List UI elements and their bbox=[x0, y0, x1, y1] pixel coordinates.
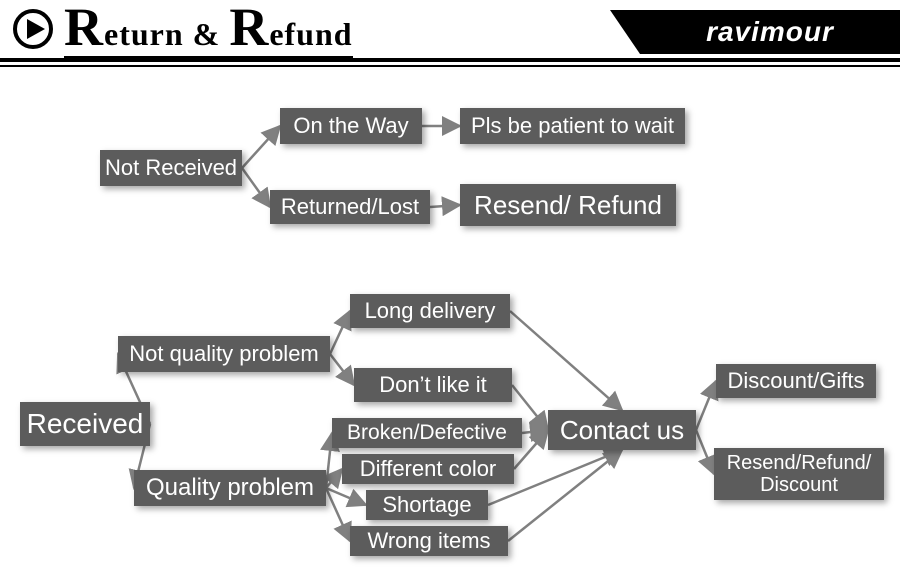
title-r1: R bbox=[64, 0, 104, 57]
node-resend-refund: Resend/ Refund bbox=[460, 184, 676, 226]
brand-text: ravimour bbox=[706, 16, 834, 48]
play-circle-icon bbox=[12, 8, 54, 50]
node-shortage: Shortage bbox=[366, 490, 488, 520]
node-not-quality: Not quality problem bbox=[118, 336, 330, 372]
node-returned-lost: Returned/Lost bbox=[270, 190, 430, 224]
header: Return & Refund ravimour bbox=[0, 0, 900, 62]
edge-long_delivery-to-contact_us bbox=[510, 311, 622, 410]
edge-not_quality-to-long_delivery bbox=[330, 311, 350, 354]
edge-not_received-to-on_the_way bbox=[242, 126, 280, 168]
flowchart-canvas: Not Received On the Way Pls be patient to … bbox=[0, 70, 900, 584]
node-received: Received bbox=[20, 402, 150, 446]
node-on-the-way: On the Way bbox=[280, 108, 422, 144]
edge-quality-to-diff_color bbox=[326, 469, 342, 488]
node-discount-gifts: Discount/Gifts bbox=[716, 364, 876, 398]
edge-contact_us-to-discount_gifts bbox=[696, 381, 716, 430]
node-pls-wait: Pls be patient to wait bbox=[460, 108, 685, 144]
brand-bar: ravimour bbox=[640, 10, 900, 54]
edge-contact_us-to-resend_refund_disc bbox=[696, 430, 714, 474]
node-dont-like: Don’t like it bbox=[354, 368, 512, 402]
edge-returned_lost-to-resend_refund bbox=[430, 205, 460, 207]
edge-broken-to-contact_us bbox=[522, 430, 548, 433]
node-long-delivery: Long delivery bbox=[350, 294, 510, 328]
title-eturn: eturn & bbox=[104, 16, 229, 52]
edge-quality-to-shortage bbox=[326, 488, 366, 505]
edge-not_received-to-returned_lost bbox=[242, 168, 270, 207]
node-broken: Broken/Defective bbox=[332, 418, 522, 448]
brand-slash bbox=[610, 10, 640, 54]
header-stripes bbox=[0, 58, 900, 70]
title-r2: R bbox=[229, 0, 269, 57]
edge-quality-to-wrong_items bbox=[326, 488, 350, 541]
node-wrong-items: Wrong items bbox=[350, 526, 508, 556]
node-resend-refund-disc: Resend/Refund/ Discount bbox=[714, 448, 884, 500]
node-not-received: Not Received bbox=[100, 150, 242, 186]
edge-wrong_items-to-contact_us bbox=[508, 450, 622, 541]
node-quality: Quality problem bbox=[134, 470, 326, 506]
node-contact-us: Contact us bbox=[548, 410, 696, 450]
edge-not_quality-to-dont_like bbox=[330, 354, 354, 385]
node-diff-color: Different color bbox=[342, 454, 514, 484]
page-title: Return & Refund bbox=[64, 0, 353, 58]
title-efund: efund bbox=[269, 16, 352, 52]
